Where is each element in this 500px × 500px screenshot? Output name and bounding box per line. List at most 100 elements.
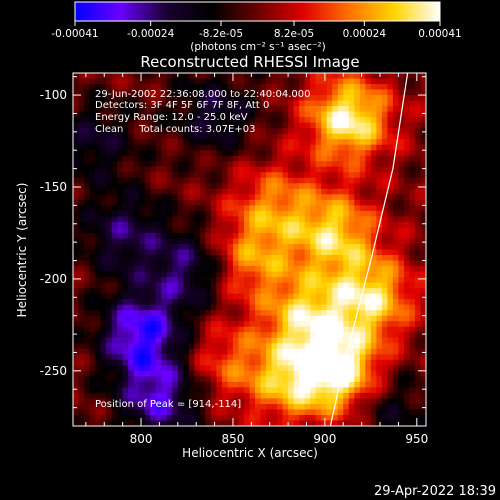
heatmap-cell [232, 210, 239, 217]
heatmap-cell [73, 221, 80, 228]
heatmap-cell [249, 199, 256, 206]
heatmap-cell [398, 155, 405, 162]
heatmap-cell [326, 133, 333, 140]
heatmap-cell [376, 84, 383, 91]
heatmap-cell [78, 266, 85, 273]
heatmap-cell [271, 288, 278, 295]
heatmap-cell [221, 183, 228, 190]
heatmap-cell [205, 288, 212, 295]
heatmap-cell [183, 144, 190, 151]
heatmap-cell [293, 210, 300, 217]
heatmap-cell [337, 117, 344, 124]
heatmap-cell [221, 128, 228, 135]
heatmap-cell [183, 277, 190, 284]
heatmap-cell [414, 403, 421, 410]
heatmap-cell [78, 293, 85, 300]
heatmap-cell [150, 205, 157, 212]
heatmap-cell [266, 387, 273, 394]
heatmap-cell [381, 365, 388, 372]
heatmap-cell [177, 155, 184, 162]
heatmap-cell [243, 210, 250, 217]
heatmap-cell [370, 409, 377, 416]
heatmap-cell [403, 155, 410, 162]
heatmap-cell [150, 326, 157, 333]
heatmap-cell [139, 310, 146, 317]
heatmap-cell [288, 304, 295, 311]
heatmap-cell [315, 122, 322, 129]
heatmap-cell [150, 161, 157, 168]
heatmap-cell [210, 128, 217, 135]
heatmap-cell [117, 172, 124, 179]
heatmap-cell [420, 332, 426, 339]
heatmap-cell [161, 299, 168, 306]
heatmap-cell [199, 73, 206, 80]
heatmap-cell [414, 95, 421, 102]
heatmap-cell [161, 238, 168, 245]
heatmap-cell [326, 100, 333, 107]
heatmap-cell [73, 255, 80, 262]
heatmap-cell [310, 205, 317, 212]
heatmap-cell [172, 183, 179, 190]
heatmap-cell [409, 144, 416, 151]
heatmap-cell [177, 310, 184, 317]
heatmap-cell [232, 304, 239, 311]
heatmap-cell [420, 227, 426, 234]
heatmap-cell [365, 183, 372, 190]
heatmap-cell [139, 370, 146, 377]
heatmap-cell [161, 172, 168, 179]
heatmap-cell [321, 260, 328, 267]
heatmap-cell [288, 359, 295, 366]
heatmap-cell [117, 266, 124, 273]
heatmap-cell [177, 260, 184, 267]
heatmap-cell [403, 365, 410, 372]
heatmap-cell [326, 376, 333, 383]
heatmap-cell [106, 205, 113, 212]
heatmap-cell [177, 277, 184, 284]
heatmap-cell [304, 392, 311, 399]
heatmap-cell [155, 381, 162, 388]
heatmap-cell [354, 370, 361, 377]
heatmap-cell [420, 205, 426, 212]
heatmap-cell [392, 249, 399, 256]
heatmap-cell [106, 277, 113, 284]
heatmap-cell [260, 392, 267, 399]
heatmap-cell [420, 78, 426, 85]
heatmap-cell [348, 161, 355, 168]
heatmap-cell [100, 282, 107, 289]
heatmap-cell [183, 370, 190, 377]
heatmap-cell [249, 249, 256, 256]
heatmap-cell [282, 321, 289, 328]
heatmap-cell [205, 332, 212, 339]
heatmap-cell [73, 293, 80, 300]
heatmap-cell [188, 354, 195, 361]
heatmap-cell [398, 243, 405, 250]
heatmap-cell [420, 243, 426, 250]
heatmap-cell [409, 359, 416, 366]
heatmap-cell [150, 260, 157, 267]
heatmap-cell [133, 100, 140, 107]
heatmap-cell [359, 332, 366, 339]
heatmap-cell [128, 370, 135, 377]
heatmap-cell [194, 282, 201, 289]
heatmap-cell [166, 216, 173, 223]
heatmap-cell [155, 277, 162, 284]
heatmap-cell [260, 271, 267, 278]
heatmap-cell [365, 277, 372, 284]
heatmap-cell [128, 194, 135, 201]
heatmap-cell [277, 420, 284, 426]
heatmap-cell [321, 221, 328, 228]
heatmap-cell [271, 337, 278, 344]
heatmap-cell [95, 183, 102, 190]
heatmap-cell [122, 216, 129, 223]
heatmap-cell [216, 221, 223, 228]
heatmap-cell [161, 376, 168, 383]
heatmap-cell [266, 354, 273, 361]
heatmap-cell [337, 139, 344, 146]
heatmap-cell [420, 128, 426, 135]
heatmap-cell [370, 310, 377, 317]
heatmap-cell [205, 326, 212, 333]
heatmap-cell [144, 376, 151, 383]
heatmap-cell [332, 370, 339, 377]
heatmap-cell [205, 277, 212, 284]
heatmap-cell [398, 387, 405, 394]
